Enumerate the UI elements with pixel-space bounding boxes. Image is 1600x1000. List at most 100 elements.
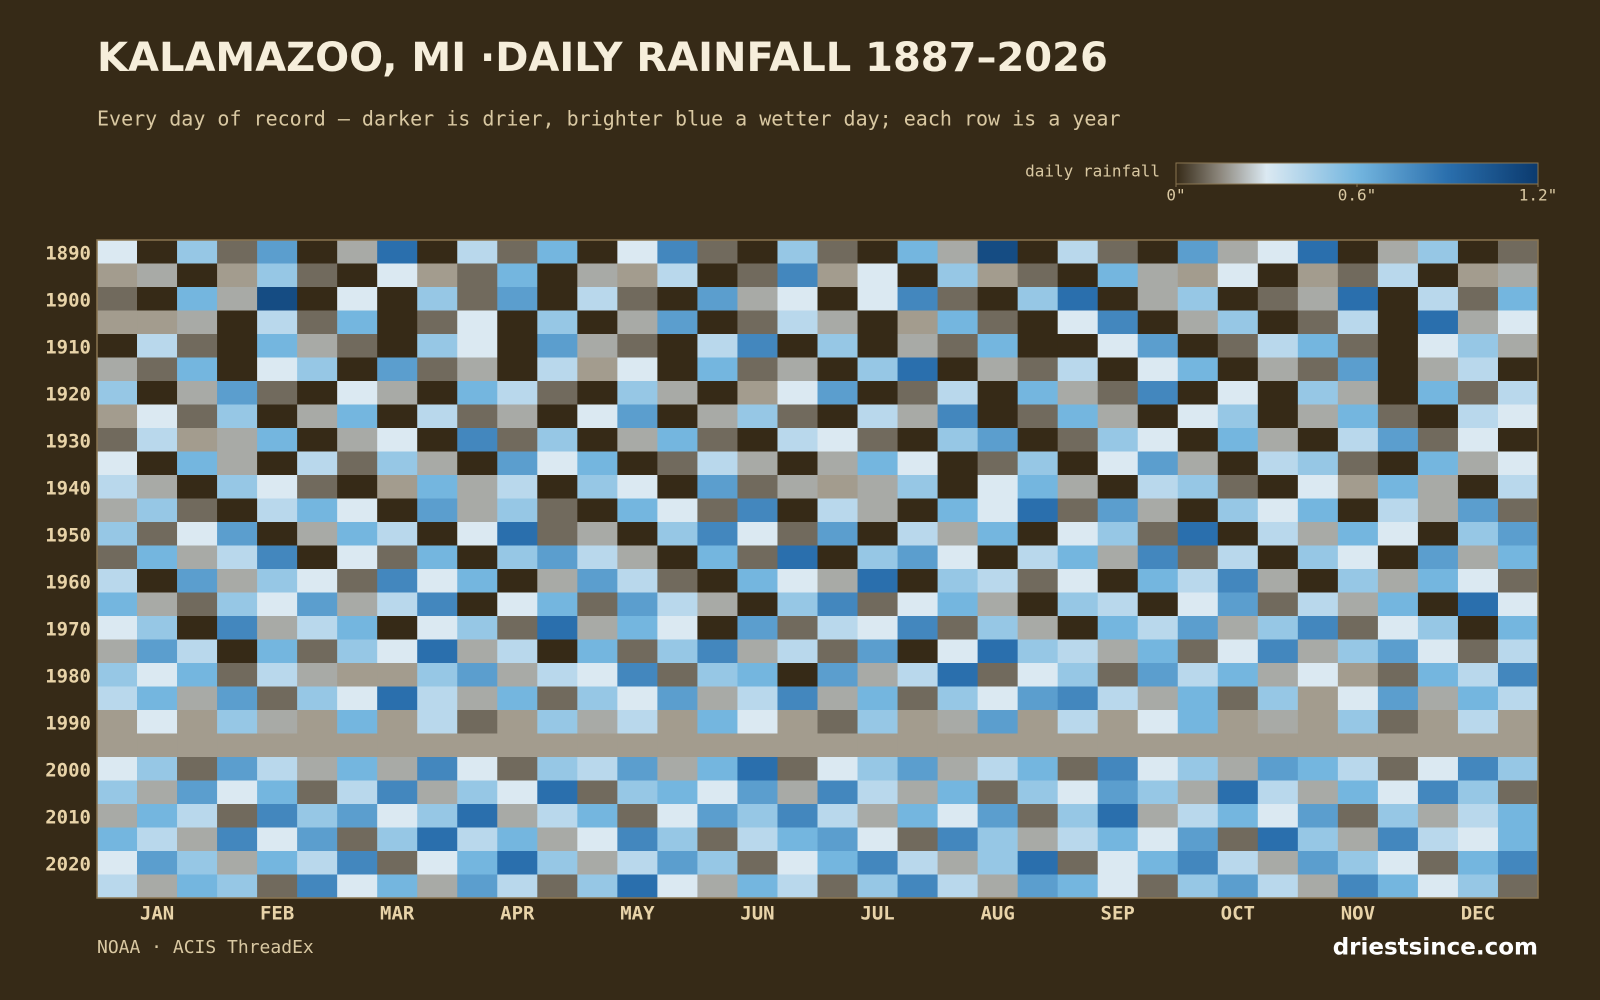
heatmap-cell: [137, 522, 178, 546]
heatmap-cell: [857, 240, 898, 264]
y-tick-label: 2000: [45, 760, 91, 782]
heatmap-cell: [1217, 287, 1259, 311]
heatmap-cell: [577, 545, 618, 570]
heatmap-cell: [817, 733, 858, 758]
heatmap-cell: [1497, 874, 1539, 899]
heatmap-cell: [1097, 310, 1139, 335]
heatmap-cell: [177, 475, 218, 499]
heatmap-cell: [377, 710, 418, 734]
heatmap-cell: [337, 522, 378, 546]
heatmap-cell: [1497, 733, 1539, 758]
heatmap-cell: [937, 780, 979, 805]
heatmap-cell: [577, 804, 618, 828]
heatmap-cell: [1337, 287, 1379, 311]
heatmap-cell: [1497, 827, 1539, 852]
heatmap-cell: [1417, 263, 1459, 288]
heatmap-cell: [1337, 827, 1379, 852]
heatmap-cell: [737, 334, 778, 358]
heatmap-cell: [617, 310, 658, 335]
heatmap-cell: [297, 451, 338, 476]
heatmap-cell: [1497, 404, 1539, 429]
heatmap-cell: [297, 804, 338, 828]
heatmap-cell: [937, 616, 979, 640]
heatmap-cell: [1377, 569, 1419, 593]
heatmap-cell: [1217, 592, 1259, 617]
heatmap-cell: [1137, 733, 1179, 758]
heatmap-cell: [657, 310, 698, 335]
heatmap-cell: [297, 757, 338, 781]
heatmap-cell: [817, 475, 858, 499]
heatmap-cell: [737, 545, 778, 570]
heatmap-cell: [537, 357, 578, 382]
heatmap-cell: [1297, 381, 1339, 405]
heatmap-cell: [777, 592, 818, 617]
heatmap-cell: [537, 545, 578, 570]
heatmap-cell: [577, 686, 618, 711]
heatmap-cell: [377, 263, 418, 288]
heatmap-cell: [577, 240, 618, 264]
heatmap-cell: [417, 569, 458, 593]
heatmap-cell: [1497, 498, 1539, 523]
heatmap-cell: [937, 240, 979, 264]
heatmap-cell: [937, 522, 979, 546]
heatmap-cell: [417, 710, 458, 734]
heatmap-cell: [1497, 592, 1539, 617]
heatmap-cell: [217, 545, 258, 570]
heatmap-cell: [617, 334, 658, 358]
heatmap-cell: [1497, 545, 1539, 570]
heatmap: [97, 240, 1539, 899]
heatmap-cell: [377, 357, 418, 382]
heatmap-cell: [537, 381, 578, 405]
heatmap-cell: [1137, 686, 1179, 711]
heatmap-cell: [737, 710, 778, 734]
heatmap-cell: [657, 357, 698, 382]
heatmap-cell: [537, 757, 578, 781]
heatmap-cell: [1377, 381, 1419, 405]
heatmap-cell: [1337, 263, 1379, 288]
heatmap-cell: [1137, 639, 1179, 664]
heatmap-cell: [377, 686, 418, 711]
heatmap-cell: [217, 780, 258, 805]
heatmap-cell: [1457, 545, 1499, 570]
heatmap-cell: [257, 616, 298, 640]
heatmap-cell: [977, 804, 1019, 828]
heatmap-cell: [217, 686, 258, 711]
heatmap-cell: [777, 381, 818, 405]
heatmap-cell: [1417, 451, 1459, 476]
colorbar-tick-label: 0": [1166, 186, 1185, 205]
heatmap-cell: [657, 569, 698, 593]
heatmap-cell: [817, 357, 858, 382]
heatmap-cell: [1097, 710, 1139, 734]
heatmap-cell: [1457, 686, 1499, 711]
heatmap-cell: [657, 334, 698, 358]
heatmap-cell: [257, 663, 298, 687]
heatmap-cell: [297, 569, 338, 593]
heatmap-cell: [897, 287, 938, 311]
heatmap-cell: [377, 381, 418, 405]
heatmap-cell: [697, 522, 738, 546]
heatmap-cell: [137, 263, 178, 288]
heatmap-cell: [337, 592, 378, 617]
heatmap-cell: [897, 475, 938, 499]
heatmap-cell: [217, 475, 258, 499]
heatmap-cell: [497, 710, 538, 734]
heatmap-cell: [977, 287, 1019, 311]
heatmap-cell: [857, 404, 898, 429]
heatmap-cell: [697, 757, 738, 781]
heatmap-cell: [1257, 639, 1299, 664]
heatmap-cell: [177, 428, 218, 452]
heatmap-cell: [577, 357, 618, 382]
heatmap-cell: [697, 428, 738, 452]
heatmap-cell: [97, 663, 138, 687]
heatmap-cell: [657, 851, 698, 875]
heatmap-cell: [417, 592, 458, 617]
heatmap-cell: [417, 428, 458, 452]
heatmap-cell: [697, 663, 738, 687]
heatmap-cell: [177, 240, 218, 264]
heatmap-cell: [297, 686, 338, 711]
heatmap-cell: [1217, 545, 1259, 570]
heatmap-cell: [1337, 357, 1379, 382]
heatmap-cell: [177, 804, 218, 828]
heatmap-cell: [1177, 310, 1219, 335]
heatmap-cell: [297, 475, 338, 499]
